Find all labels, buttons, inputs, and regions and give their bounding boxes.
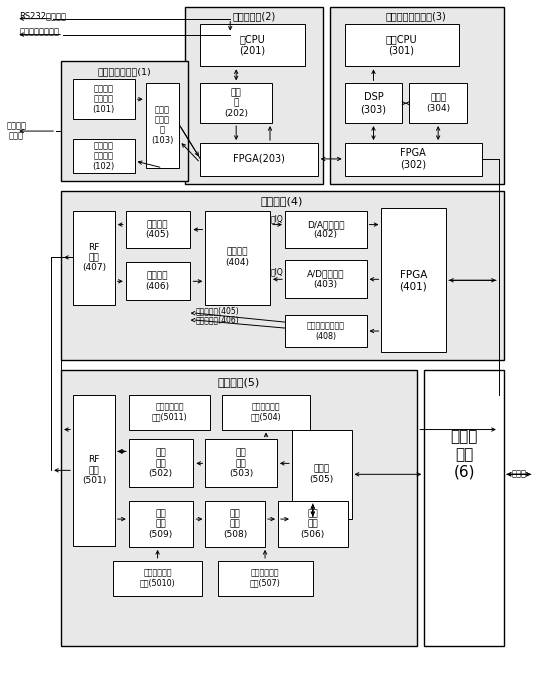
Bar — [292, 430, 352, 519]
Text: 收耦合器
(406): 收耦合器 (406) — [146, 271, 169, 291]
Bar — [205, 439, 277, 488]
Text: RF
开关
(407): RF 开关 (407) — [82, 243, 106, 272]
Bar — [73, 394, 115, 546]
Bar — [205, 501, 265, 547]
Bar — [61, 61, 189, 181]
Text: 输出功率检测
电路(504): 输出功率检测 电路(504) — [251, 402, 281, 422]
Text: 主CPU
(201): 主CPU (201) — [239, 34, 265, 55]
Text: 话音及面板单元(1): 话音及面板单元(1) — [98, 67, 152, 76]
Bar — [185, 7, 323, 184]
Bar — [129, 501, 193, 547]
Text: 反向功率检测
电路(507): 反向功率检测 电路(507) — [250, 568, 281, 588]
Text: 放大
电路
(502): 放大 电路 (502) — [148, 449, 173, 478]
Bar — [278, 501, 348, 547]
Text: 基带信号处理单元(3): 基带信号处理单元(3) — [386, 12, 447, 22]
Text: 单音信号
检测模块
(102): 单音信号 检测模块 (102) — [93, 141, 115, 171]
Bar — [344, 84, 402, 123]
Text: 存储
器
(202): 存储 器 (202) — [224, 88, 248, 118]
Bar — [344, 143, 482, 176]
Text: 射频单元(4): 射频单元(4) — [261, 196, 303, 206]
Text: 至收耦合器(406): 至收耦合器(406) — [196, 316, 239, 324]
Bar — [126, 262, 190, 300]
Bar — [285, 211, 367, 248]
Bar — [201, 84, 272, 123]
Text: 发IQ: 发IQ — [271, 214, 283, 223]
Bar — [126, 211, 190, 248]
Bar — [285, 315, 367, 347]
Bar — [129, 439, 193, 488]
Text: DSP
(303): DSP (303) — [360, 92, 386, 114]
Text: 收耦
合器
(506): 收耦 合器 (506) — [301, 509, 325, 539]
Text: D/A转换电路
(402): D/A转换电路 (402) — [307, 220, 344, 239]
Bar — [222, 394, 310, 430]
Bar — [113, 561, 202, 596]
Text: 发耦合器
(405): 发耦合器 (405) — [146, 220, 169, 239]
Text: 收发信机
(404): 收发信机 (404) — [225, 248, 249, 267]
Text: 单音信号
产生模块
(101): 单音信号 产生模块 (101) — [93, 84, 115, 114]
Text: 功放单元(5): 功放单元(5) — [217, 377, 259, 387]
Text: 收IQ: 收IQ — [271, 268, 283, 277]
Bar — [73, 139, 135, 173]
Text: 信道CPU
(301): 信道CPU (301) — [385, 34, 417, 55]
Text: 射频单音
输出口: 射频单音 输出口 — [7, 121, 26, 141]
Bar — [382, 207, 446, 352]
Bar — [330, 7, 504, 184]
Text: FPGA(203): FPGA(203) — [233, 154, 285, 164]
Bar — [409, 84, 467, 123]
Text: FPGA
(401): FPGA (401) — [399, 269, 427, 291]
Text: 天线口: 天线口 — [512, 470, 527, 479]
Text: FPGA
(302): FPGA (302) — [400, 148, 426, 170]
Bar — [201, 24, 305, 67]
Bar — [219, 561, 313, 596]
Text: 保护
电路
(508): 保护 电路 (508) — [223, 509, 247, 539]
Bar — [146, 84, 179, 168]
Text: 存储器
(304): 存储器 (304) — [426, 94, 450, 113]
Text: 收发功率检测电路
(408): 收发功率检测电路 (408) — [307, 322, 345, 341]
Bar — [129, 394, 210, 430]
Text: 放大
电路
(509): 放大 电路 (509) — [148, 509, 173, 539]
Bar — [73, 80, 135, 119]
Text: 滤波器
单元
(6): 滤波器 单元 (6) — [450, 430, 478, 479]
Bar — [285, 260, 367, 299]
Text: 功放电流检测
电路(5010): 功放电流检测 电路(5010) — [140, 568, 175, 588]
Bar — [205, 211, 270, 305]
Bar — [424, 370, 504, 647]
Bar — [201, 143, 318, 176]
Text: 至发耦合器(405): 至发耦合器(405) — [196, 307, 239, 316]
Bar — [344, 24, 459, 67]
Text: 以太网程序升级口: 以太网程序升级口 — [19, 27, 59, 36]
Text: 处理器单元(2): 处理器单元(2) — [233, 12, 276, 22]
Bar — [61, 191, 504, 360]
Bar — [73, 211, 115, 305]
Bar — [61, 370, 417, 647]
Text: 环形器
(505): 环形器 (505) — [310, 464, 334, 484]
Text: 功放温度检测
电路(5011): 功放温度检测 电路(5011) — [152, 402, 187, 422]
Text: 话音编
解码电
路
(103): 话音编 解码电 路 (103) — [152, 105, 174, 146]
Text: 发耦
合器
(503): 发耦 合器 (503) — [229, 449, 253, 478]
Text: RS232维护接口: RS232维护接口 — [19, 11, 66, 20]
Text: RF
开关
(501): RF 开关 (501) — [82, 456, 106, 486]
Text: A/D转换电路
(403): A/D转换电路 (403) — [307, 269, 344, 289]
